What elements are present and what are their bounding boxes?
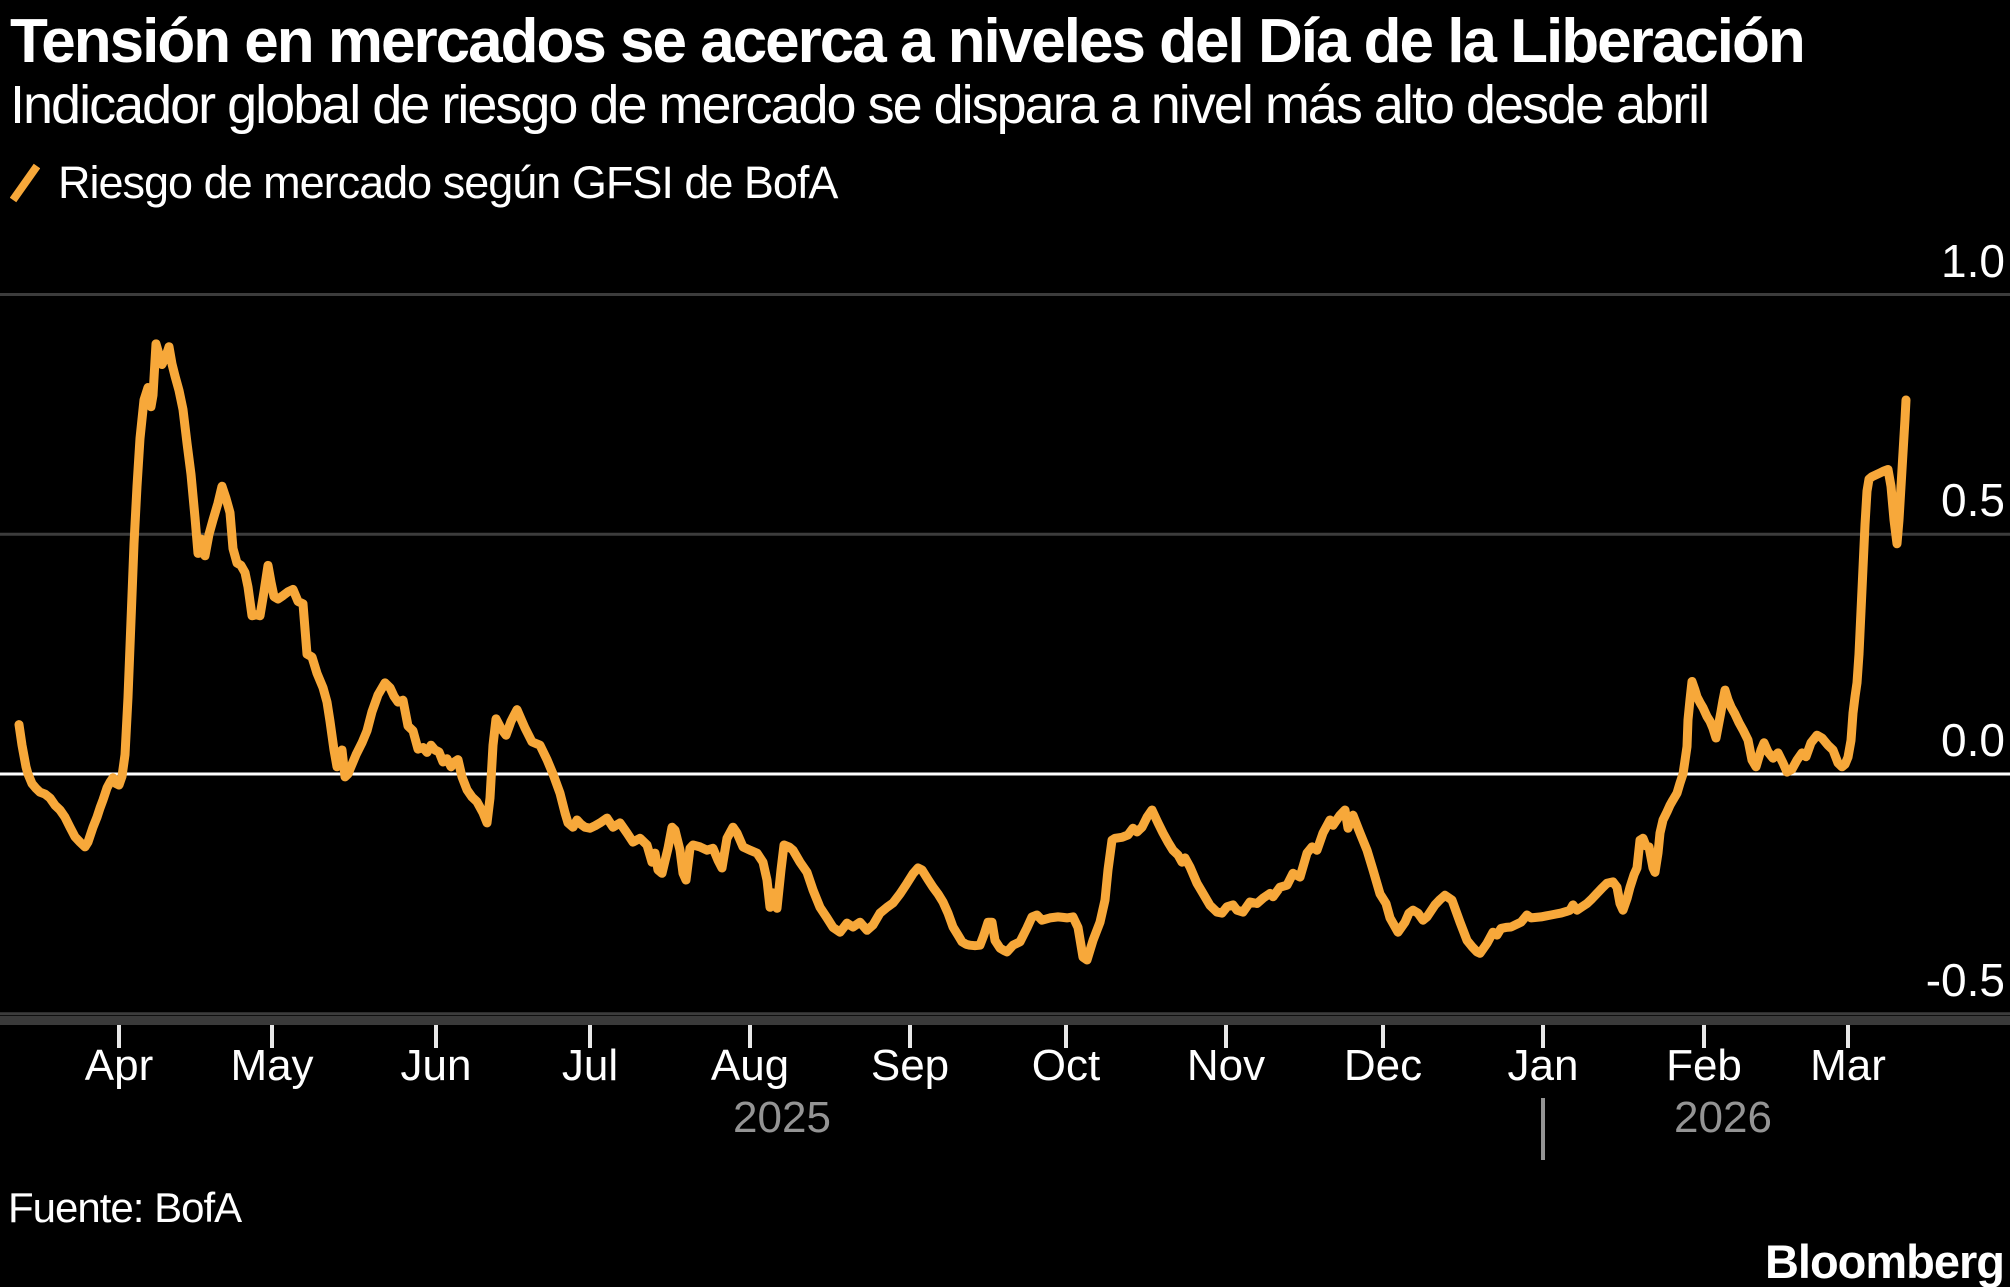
year-label-2025: 2025 bbox=[733, 1093, 831, 1142]
month-label-sep: Sep bbox=[870, 1041, 950, 1090]
legend-series-label: Riesgo de mercado según GFSI de BofA bbox=[58, 157, 838, 208]
month-label-mar: Mar bbox=[1810, 1041, 1886, 1090]
month-label-may: May bbox=[230, 1041, 314, 1090]
month-label-jun: Jun bbox=[400, 1041, 472, 1090]
y-axis-label-1.0: 1.0 bbox=[1941, 234, 2005, 287]
month-label-feb: Feb bbox=[1666, 1041, 1742, 1090]
year-label-2026: 2026 bbox=[1674, 1093, 1772, 1142]
x-axis-line bbox=[0, 1016, 2010, 1025]
legend: Riesgo de mercado según GFSI de BofA bbox=[10, 157, 838, 208]
month-label-aug: Aug bbox=[710, 1041, 790, 1090]
month-label-apr: Apr bbox=[84, 1041, 154, 1090]
page-subtitle: Indicador global de riesgo de mercado se… bbox=[10, 75, 1710, 135]
month-label-oct: Oct bbox=[1031, 1041, 1101, 1090]
y-axis-label--0.5: -0.5 bbox=[1925, 953, 2005, 1006]
bloomberg-logo: Bloomberg bbox=[1764, 1235, 2005, 1287]
source-credit: Fuente: BofA bbox=[8, 1184, 242, 1231]
year-divider bbox=[1541, 1098, 1545, 1160]
month-label-jan: Jan bbox=[1507, 1041, 1579, 1090]
page-title: Tensión en mercados se acerca a niveles … bbox=[10, 7, 1806, 76]
y-axis-label-0.5: 0.5 bbox=[1941, 474, 2005, 527]
month-label-dec: Dec bbox=[1343, 1041, 1423, 1090]
series-line-gfsi bbox=[14, 339, 1911, 965]
legend-slash-icon bbox=[10, 163, 40, 203]
month-label-jul: Jul bbox=[561, 1041, 619, 1090]
month-label-nov: Nov bbox=[1186, 1041, 1266, 1090]
y-axis-label-0.0: 0.0 bbox=[1941, 714, 2005, 766]
